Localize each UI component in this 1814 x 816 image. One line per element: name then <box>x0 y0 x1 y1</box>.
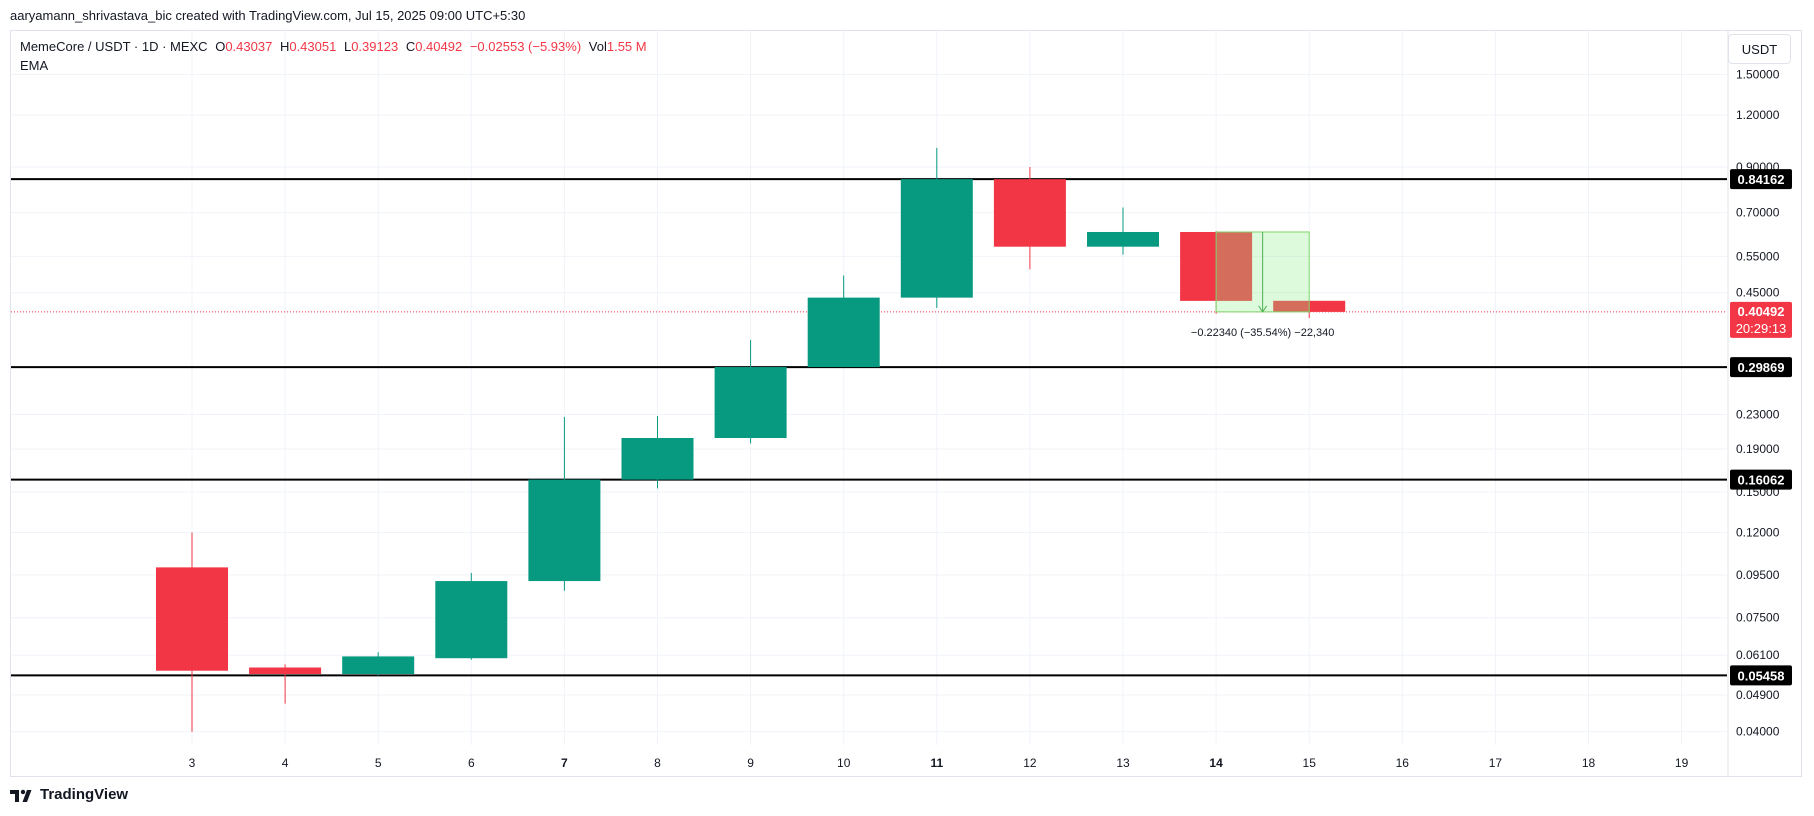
x-tick-label: 11 <box>930 756 943 770</box>
last-price-badge <box>1730 301 1792 338</box>
volume-label: Vol <box>588 39 607 54</box>
y-tick-label: 0.55000 <box>1736 249 1780 263</box>
chart-caption: aaryamann_shrivastava_bic created with T… <box>10 8 526 23</box>
x-tick-label: 16 <box>1396 756 1410 770</box>
level-badge-label: 0.05458 <box>1738 668 1785 683</box>
open-label: O <box>215 39 226 54</box>
low-value: 0.39123 <box>351 39 399 54</box>
currency-button[interactable]: USDT <box>1728 34 1791 64</box>
price-range-arrow-head <box>1258 305 1268 313</box>
candle-body[interactable] <box>807 297 880 368</box>
close-label: C <box>405 39 416 54</box>
low-label: L <box>343 39 352 54</box>
close-value: 0.40492 <box>415 39 463 54</box>
candle-body[interactable] <box>1087 231 1159 247</box>
y-tick-label: 0.09500 <box>1736 568 1780 582</box>
tradingview-logo-text: TradingView <box>40 786 129 803</box>
x-tick-label: 14 <box>1209 756 1223 770</box>
x-tick-label: 6 <box>468 756 475 770</box>
ema-indicator-label[interactable]: EMA <box>20 58 49 73</box>
x-tick-label: 4 <box>282 756 289 770</box>
candle-body[interactable] <box>156 567 228 671</box>
tradingview-logo-icon <box>10 789 32 802</box>
candle-body[interactable] <box>342 656 415 674</box>
x-tick-label: 15 <box>1303 756 1317 770</box>
y-tick-label: 0.06100 <box>1736 648 1780 662</box>
level-badge <box>1730 169 1792 190</box>
y-tick-label: 0.04000 <box>1736 725 1780 739</box>
y-tick-label: 0.45000 <box>1736 286 1780 300</box>
level-badge <box>1730 665 1792 686</box>
change-value: −0.02553 (−5.93%) <box>469 39 582 54</box>
grid-layer <box>11 31 1727 745</box>
high-value: 0.43051 <box>289 39 337 54</box>
x-tick-label: 18 <box>1582 756 1596 770</box>
candle-body[interactable] <box>900 179 973 298</box>
candle-body[interactable] <box>993 179 1066 247</box>
x-tick-label: 12 <box>1023 756 1037 770</box>
x-tick-label: 9 <box>747 756 754 770</box>
y-tick-label: 1.50000 <box>1736 67 1780 81</box>
x-tick-label: 5 <box>375 756 382 770</box>
candle-body[interactable] <box>249 667 322 674</box>
y-tick-label: 0.04900 <box>1736 688 1780 702</box>
symbol-legend: MemeCore / USDT · 1D · MEXC O0.43037 H0.… <box>20 39 651 54</box>
measure-layer: −0.22340 (−35.54%) −22,340 <box>1191 231 1334 339</box>
level-badge-label: 0.84162 <box>1738 172 1785 187</box>
y-tick-label: 1.20000 <box>1736 108 1780 122</box>
x-tick-label: 13 <box>1116 756 1130 770</box>
level-badge <box>1730 357 1792 378</box>
y-tick-label: 0.07500 <box>1736 611 1780 625</box>
candle-body[interactable] <box>528 479 601 582</box>
x-tick-label: 10 <box>837 756 851 770</box>
open-value: 0.43037 <box>225 39 273 54</box>
x-tick-label: 8 <box>654 756 661 770</box>
chart-frame <box>10 30 1802 777</box>
high-label: H <box>279 39 290 54</box>
y-tick-label: 0.70000 <box>1736 206 1780 220</box>
bar-countdown-label: 20:29:13 <box>1736 321 1787 336</box>
x-tick-label: 3 <box>189 756 196 770</box>
candle-body[interactable] <box>714 367 787 439</box>
x-tick-label: 17 <box>1489 756 1503 770</box>
axis-layer: 1.500001.200000.900000.700000.550000.450… <box>189 31 1792 776</box>
x-tick-label: 7 <box>561 756 568 770</box>
level-badge-label: 0.29869 <box>1738 360 1785 375</box>
y-tick-label: 0.19000 <box>1736 442 1780 456</box>
symbol-info[interactable]: MemeCore / USDT · 1D · MEXC <box>20 39 208 54</box>
volume-value: 1.55 M <box>606 39 647 54</box>
level-badge <box>1730 469 1792 490</box>
x-tick-label: 19 <box>1675 756 1689 770</box>
candle-body[interactable] <box>621 438 694 480</box>
y-tick-label: 0.23000 <box>1736 407 1780 421</box>
y-tick-label: 0.12000 <box>1736 525 1780 539</box>
level-badge-label: 0.16062 <box>1738 473 1785 488</box>
last-price-label: 0.40492 <box>1738 304 1785 319</box>
candle-body[interactable] <box>435 581 508 659</box>
level-layer <box>11 178 1727 677</box>
tradingview-logo[interactable]: TradingView <box>10 786 128 803</box>
price-range-label: −0.22340 (−35.54%) −22,340 <box>1191 327 1334 339</box>
